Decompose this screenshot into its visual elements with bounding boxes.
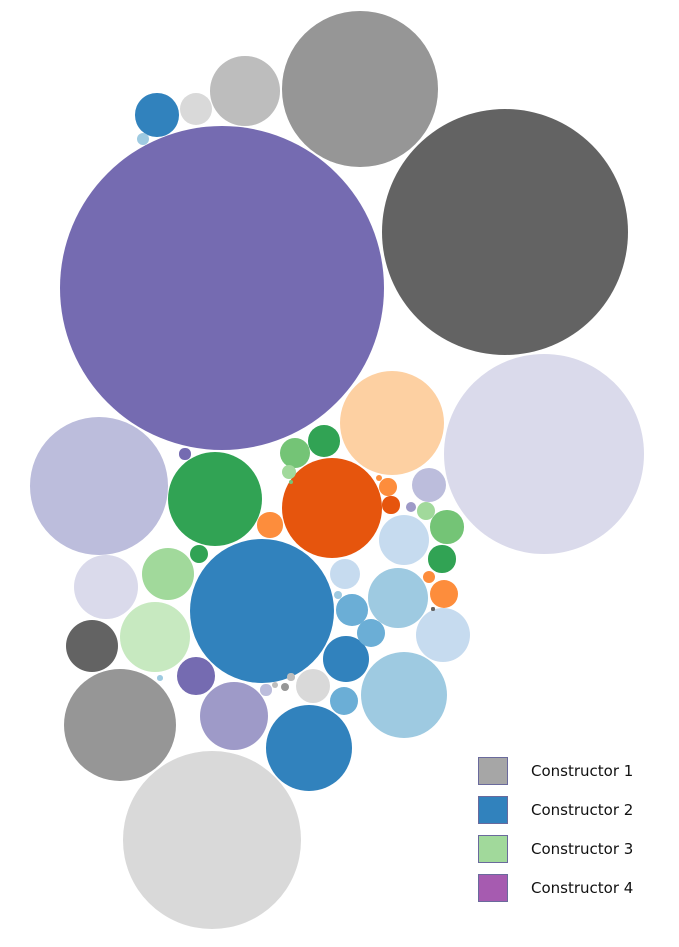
- bubble-13[interactable]: [266, 705, 352, 791]
- legend-item-constructor-2[interactable]: Constructor 2: [478, 796, 668, 835]
- legend-item-constructor-3[interactable]: Constructor 3: [478, 835, 668, 874]
- bubble-22[interactable]: [65, 619, 119, 673]
- bubble-3[interactable]: [444, 354, 644, 554]
- bubble-44[interactable]: [281, 464, 297, 480]
- bubble-5[interactable]: [282, 11, 438, 167]
- bubble-52[interactable]: [271, 681, 279, 689]
- bubble-12[interactable]: [360, 651, 448, 739]
- bubble-53[interactable]: [431, 607, 435, 611]
- legend-swatch-constructor-2: [478, 796, 508, 824]
- bubble-4[interactable]: [123, 751, 301, 929]
- bubble-48[interactable]: [405, 501, 417, 513]
- bubble-29[interactable]: [280, 438, 310, 468]
- bubble-50[interactable]: [287, 673, 295, 681]
- bubble-11[interactable]: [63, 668, 177, 782]
- bubble-27[interactable]: [430, 510, 464, 544]
- bubble-43[interactable]: [179, 448, 191, 460]
- legend-label-constructor-3: Constructor 3: [531, 840, 634, 858]
- legend-label-constructor-2: Constructor 2: [531, 801, 634, 819]
- bubble-18[interactable]: [368, 568, 428, 628]
- bubble-10[interactable]: [167, 451, 263, 547]
- bubble-34[interactable]: [329, 686, 359, 716]
- bubble-46[interactable]: [136, 132, 150, 146]
- bubble-55[interactable]: [157, 675, 163, 681]
- bubble-37[interactable]: [428, 545, 456, 573]
- bubble-19[interactable]: [141, 547, 195, 601]
- legend-item-constructor-1[interactable]: Constructor 1: [478, 757, 668, 796]
- bubble-24[interactable]: [135, 93, 179, 137]
- legend-label-constructor-1: Constructor 1: [531, 762, 634, 780]
- legend-item-constructor-4[interactable]: Constructor 4: [478, 874, 668, 913]
- bubble-54[interactable]: [334, 591, 342, 599]
- bubble-26[interactable]: [295, 668, 331, 704]
- bubble-14[interactable]: [199, 681, 269, 751]
- legend: Constructor 1 Constructor 2 Constructor …: [478, 757, 668, 913]
- bubble-20[interactable]: [415, 607, 471, 663]
- bubble-49[interactable]: [280, 682, 290, 692]
- bubble-6[interactable]: [30, 417, 168, 555]
- bubble-38[interactable]: [257, 512, 283, 538]
- bubble-56[interactable]: [288, 479, 294, 485]
- bubble-2[interactable]: [381, 108, 629, 356]
- bubble-45[interactable]: [422, 570, 436, 584]
- bubble-33[interactable]: [329, 558, 361, 590]
- bubble-15[interactable]: [119, 601, 191, 673]
- bubble-17[interactable]: [74, 555, 138, 619]
- bubble-42[interactable]: [189, 544, 209, 564]
- bubble-28[interactable]: [308, 425, 340, 457]
- legend-label-constructor-4: Constructor 4: [531, 879, 634, 897]
- bubble-31[interactable]: [429, 579, 459, 609]
- bubble-8[interactable]: [339, 370, 445, 476]
- bubble-51[interactable]: [375, 474, 383, 482]
- legend-swatch-constructor-3: [478, 835, 508, 863]
- bubble-30[interactable]: [412, 468, 446, 502]
- bubble-1[interactable]: [60, 126, 384, 450]
- legend-swatch-constructor-4: [478, 874, 508, 902]
- bubble-21[interactable]: [378, 514, 430, 566]
- bubble-7[interactable]: [189, 538, 335, 684]
- bubble-16[interactable]: [210, 56, 280, 126]
- bubble-41[interactable]: [416, 501, 436, 521]
- bubble-40[interactable]: [379, 478, 397, 496]
- bubble-39[interactable]: [382, 496, 400, 514]
- bubble-47[interactable]: [260, 684, 272, 696]
- bubble-36[interactable]: [356, 618, 386, 648]
- bubble-35[interactable]: [179, 92, 213, 126]
- bubble-9[interactable]: [282, 458, 382, 558]
- legend-swatch-constructor-1: [478, 757, 508, 785]
- bubble-25[interactable]: [177, 657, 215, 695]
